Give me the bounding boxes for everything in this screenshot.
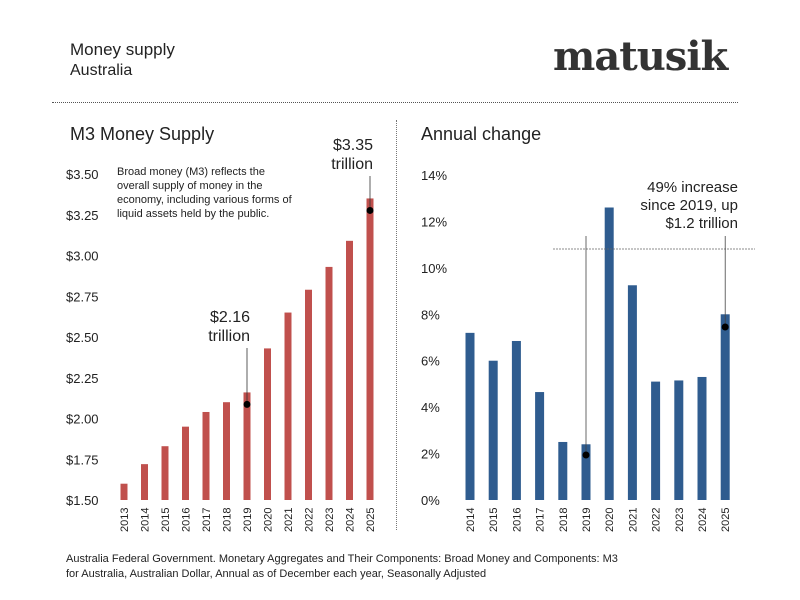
bar-2025 — [366, 198, 374, 500]
y-tick-label: $2.00 — [66, 412, 99, 427]
x-tick-label: 2017 — [201, 508, 213, 532]
x-tick-label: 2022 — [651, 508, 663, 532]
annotation-text: 49% increase — [647, 179, 738, 196]
y-tick-label: $2.75 — [66, 289, 99, 304]
annotation-value: $3.35 — [333, 137, 373, 154]
x-tick-label: 2018 — [558, 508, 570, 532]
bar-2025 — [720, 314, 730, 500]
bar-2024 — [346, 240, 353, 500]
bar-2016 — [511, 340, 521, 500]
bar-2019 — [243, 392, 251, 500]
annotation-dot — [366, 206, 374, 214]
dot-2025 — [721, 323, 729, 331]
x-tick-label: 2013 — [119, 508, 131, 532]
y-tick-label: 4% — [421, 400, 440, 415]
annotation-value: $2.16 — [210, 309, 250, 326]
left-chart-note: Broad money (M3) reflects the overall su… — [117, 166, 292, 220]
bar-2022 — [305, 289, 312, 500]
bar-2019 — [581, 444, 591, 500]
x-tick-label: 2022 — [304, 508, 316, 532]
page-title: Money supply — [70, 40, 175, 59]
bar-2014 — [465, 332, 475, 500]
x-tick-label: 2020 — [263, 508, 275, 532]
x-tick-label: 2014 — [465, 508, 477, 532]
x-tick-label: 2021 — [283, 508, 295, 532]
x-tick-label: 2023 — [674, 508, 686, 532]
x-tick-label: 2025 — [720, 508, 732, 532]
bar-2023 — [325, 266, 333, 500]
x-tick-label: 2019 — [242, 508, 254, 532]
annotation-unit: trillion — [331, 156, 373, 173]
x-tick-label: 2021 — [627, 508, 639, 532]
bar-2015 — [161, 446, 169, 500]
bar-2013 — [120, 483, 128, 500]
bar-2018 — [558, 441, 568, 500]
bar-2016 — [182, 426, 189, 500]
y-tick-label: $2.25 — [66, 371, 99, 386]
x-tick-label: 2025 — [365, 508, 377, 532]
y-tick-label: 0% — [421, 493, 440, 508]
y-tick-label: 6% — [421, 354, 440, 369]
bar-2020 — [264, 348, 271, 500]
annotation-text: since 2019, up — [640, 197, 738, 214]
x-tick-label: 2024 — [345, 508, 357, 532]
x-tick-label: 2018 — [222, 508, 234, 532]
bar-2023 — [674, 380, 684, 500]
bar-2022 — [651, 381, 661, 500]
y-tick-label: $3.50 — [66, 167, 99, 182]
bar-2018 — [223, 402, 230, 500]
chart-divider — [396, 120, 397, 530]
x-tick-label: 2020 — [604, 508, 616, 532]
bar-2015 — [488, 360, 498, 500]
x-tick-label: 2014 — [140, 508, 152, 532]
x-tick-label: 2015 — [488, 508, 500, 532]
y-tick-label: 14% — [421, 168, 447, 183]
left-chart-title: M3 Money Supply — [70, 124, 215, 144]
x-tick-label: 2016 — [181, 508, 193, 532]
x-tick-label: 2024 — [697, 508, 709, 532]
annotation-text: $1.2 trillion — [665, 215, 738, 232]
bar-2017 — [202, 411, 210, 500]
x-tick-label: 2019 — [581, 508, 593, 532]
y-tick-label: $2.50 — [66, 330, 99, 345]
page-subtitle: Australia — [70, 62, 133, 79]
header-divider — [52, 102, 738, 103]
bar-2017 — [535, 392, 545, 500]
x-tick-label: 2023 — [324, 508, 336, 532]
bar-2014 — [141, 464, 148, 500]
y-tick-label: $1.75 — [66, 452, 99, 467]
y-tick-label: $3.25 — [66, 208, 99, 223]
y-tick-label: 2% — [421, 447, 440, 462]
y-tick-label: 10% — [421, 261, 447, 276]
bar-2021 — [284, 312, 292, 500]
x-tick-label: 2016 — [511, 508, 523, 532]
source-note: Australia Federal Government. Monetary A… — [66, 553, 618, 580]
dot-2019 — [582, 451, 590, 459]
y-tick-label: 8% — [421, 307, 440, 322]
right-chart-title: Annual change — [421, 124, 542, 144]
y-tick-label: 12% — [421, 214, 447, 229]
y-tick-label: $3.00 — [66, 249, 99, 264]
y-tick-label: $1.50 — [66, 493, 99, 508]
bar-2024 — [697, 376, 707, 500]
annotation-dot — [243, 400, 251, 408]
bar-2021 — [627, 285, 637, 500]
x-tick-label: 2015 — [160, 508, 172, 532]
annotation-unit: trillion — [208, 328, 250, 345]
x-tick-label: 2017 — [535, 508, 547, 532]
matusik-logo: matusik — [553, 33, 728, 80]
bar-2020 — [604, 207, 614, 500]
